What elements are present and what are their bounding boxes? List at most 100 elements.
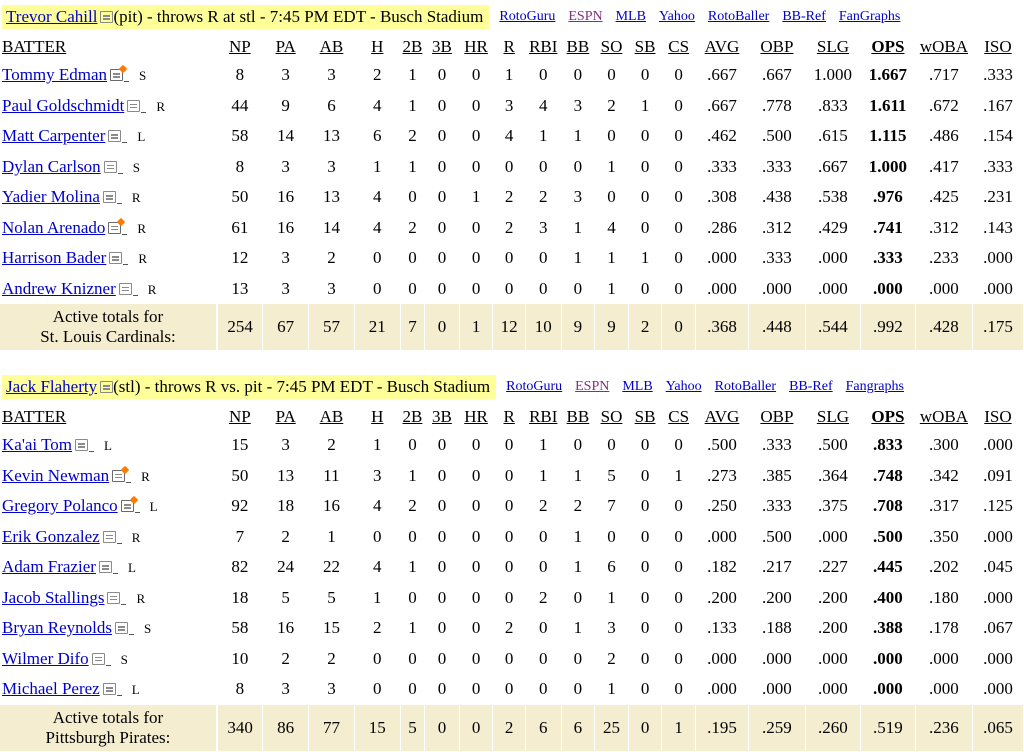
note-icon[interactable]: [100, 381, 114, 393]
col-header-ab[interactable]: AB: [319, 37, 344, 56]
col-header-obp[interactable]: OBP: [760, 37, 794, 56]
col-header-cs[interactable]: CS: [668, 407, 690, 426]
note-icon[interactable]: [75, 439, 89, 452]
link-rotoballer[interactable]: RotoBaller: [714, 379, 777, 394]
stat-ab: 5: [327, 587, 336, 607]
batter-name-link[interactable]: Tommy Edman: [2, 65, 108, 85]
col-header-sb[interactable]: SB: [634, 407, 656, 426]
col-header-ab[interactable]: AB: [319, 407, 344, 426]
note-icon[interactable]: [108, 130, 122, 143]
batter-name-link[interactable]: Paul Goldschmidt: [2, 95, 125, 115]
col-header-3b[interactable]: 3B: [432, 37, 452, 56]
link-fangraphs[interactable]: FanGraphs: [838, 9, 901, 24]
batter-name-link[interactable]: Erik Gonzalez: [2, 526, 100, 546]
note-icon[interactable]: [118, 282, 132, 295]
batter-name-link[interactable]: Adam Frazier: [2, 557, 96, 577]
note-icon[interactable]: [102, 683, 116, 696]
link-mlb[interactable]: MLB: [622, 379, 653, 394]
col-header-avg[interactable]: AVG: [704, 407, 740, 426]
col-header-batter[interactable]: BATTER: [2, 407, 67, 426]
note-icon[interactable]: [98, 561, 112, 574]
bats-hand: L: [104, 438, 112, 454]
col-header-3b[interactable]: 3B: [432, 407, 452, 426]
col-header-rbi[interactable]: RBI: [529, 37, 558, 56]
batter-name-link[interactable]: Yadier Molina: [2, 187, 100, 207]
note-icon[interactable]: [91, 652, 105, 665]
stat-ops: 1.667: [868, 65, 908, 85]
pitcher-name-link[interactable]: Trevor Cahill: [6, 7, 98, 26]
batter-name-link[interactable]: Dylan Carlson: [2, 156, 101, 176]
col-header-r[interactable]: R: [503, 37, 515, 56]
col-header-so[interactable]: SO: [600, 407, 623, 426]
col-header-2b[interactable]: 2B: [402, 37, 423, 56]
col-header-np[interactable]: NP: [228, 37, 251, 56]
batter-name-link[interactable]: Michael Perez: [2, 679, 100, 699]
stat-2b: 2: [408, 217, 417, 237]
col-header-iso[interactable]: ISO: [984, 407, 1012, 426]
col-header-iso[interactable]: ISO: [984, 37, 1012, 56]
col-header-batter[interactable]: BATTER: [2, 37, 67, 56]
stat-2b: 1: [408, 156, 417, 176]
col-header-woba[interactable]: wOBA: [919, 37, 968, 56]
batter-name-link[interactable]: Andrew Knizner: [2, 278, 116, 298]
note-icon[interactable]: [102, 191, 116, 204]
stat-iso: .231: [983, 187, 1013, 207]
link-rotoguru[interactable]: RotoGuru: [506, 379, 563, 394]
link-yahoo[interactable]: Yahoo: [658, 9, 695, 24]
col-header-avg[interactable]: AVG: [704, 37, 740, 56]
col-header-ops[interactable]: OPS: [871, 37, 905, 56]
batter-name-link[interactable]: Ka'ai Tom: [2, 435, 73, 455]
note-icon[interactable]: [102, 530, 116, 543]
link-fangraphs[interactable]: Fangraphs: [845, 379, 904, 394]
col-header-2b[interactable]: 2B: [402, 407, 423, 426]
col-header-hr[interactable]: HR: [464, 407, 488, 426]
note-icon[interactable]: [103, 160, 117, 173]
col-header-r[interactable]: R: [503, 407, 515, 426]
note-icon[interactable]: [100, 11, 114, 23]
link-yahoo[interactable]: Yahoo: [665, 379, 702, 394]
col-header-slg[interactable]: SLG: [816, 407, 849, 426]
batter-name-link[interactable]: Harrison Bader: [2, 248, 107, 268]
col-header-so[interactable]: SO: [600, 37, 623, 56]
link-rotoballer[interactable]: RotoBaller: [707, 9, 770, 24]
batter-name-link[interactable]: Nolan Arenado: [2, 217, 106, 237]
col-header-sb[interactable]: SB: [634, 37, 656, 56]
link-mlb[interactable]: MLB: [615, 9, 646, 24]
link-bb-ref[interactable]: BB-Ref: [782, 9, 826, 24]
note-icon[interactable]: [107, 591, 121, 604]
link-espn[interactable]: ESPN: [575, 379, 610, 394]
batter-name-link[interactable]: Wilmer Difo: [2, 648, 89, 668]
col-header-obp[interactable]: OBP: [760, 407, 794, 426]
news-alert-icon[interactable]: [108, 221, 122, 234]
col-header-slg[interactable]: SLG: [816, 37, 849, 56]
note-icon[interactable]: [115, 622, 129, 635]
stat-avg: .182: [707, 557, 737, 577]
col-header-h[interactable]: H: [371, 407, 384, 426]
col-header-np[interactable]: NP: [228, 407, 251, 426]
col-header-woba[interactable]: wOBA: [919, 407, 968, 426]
pitcher-name-link[interactable]: Jack Flaherty: [6, 377, 98, 396]
col-header-cs[interactable]: CS: [668, 37, 690, 56]
note-icon[interactable]: [127, 99, 141, 112]
news-alert-icon[interactable]: [120, 500, 134, 513]
news-alert-icon[interactable]: [110, 69, 124, 82]
note-icon[interactable]: [109, 252, 123, 265]
col-header-ops[interactable]: OPS: [871, 407, 905, 426]
batter-name-link[interactable]: Bryan Reynolds: [2, 618, 113, 638]
link-bb-ref[interactable]: BB-Ref: [789, 379, 833, 394]
col-header-rbi[interactable]: RBI: [529, 407, 558, 426]
batter-name-link[interactable]: Gregory Polanco: [2, 496, 118, 516]
news-alert-icon[interactable]: [112, 469, 126, 482]
col-header-bb[interactable]: BB: [566, 407, 590, 426]
batter-name-link[interactable]: Jacob Stallings: [2, 587, 105, 607]
col-header-pa[interactable]: PA: [275, 37, 296, 56]
col-header-pa[interactable]: PA: [275, 407, 296, 426]
bats-hand: S: [139, 68, 147, 84]
link-rotoguru[interactable]: RotoGuru: [499, 9, 556, 24]
col-header-hr[interactable]: HR: [464, 37, 488, 56]
link-espn[interactable]: ESPN: [568, 9, 603, 24]
batter-name-link[interactable]: Matt Carpenter: [2, 126, 106, 146]
col-header-bb[interactable]: BB: [566, 37, 590, 56]
col-header-h[interactable]: H: [371, 37, 384, 56]
batter-name-link[interactable]: Kevin Newman: [2, 465, 110, 485]
